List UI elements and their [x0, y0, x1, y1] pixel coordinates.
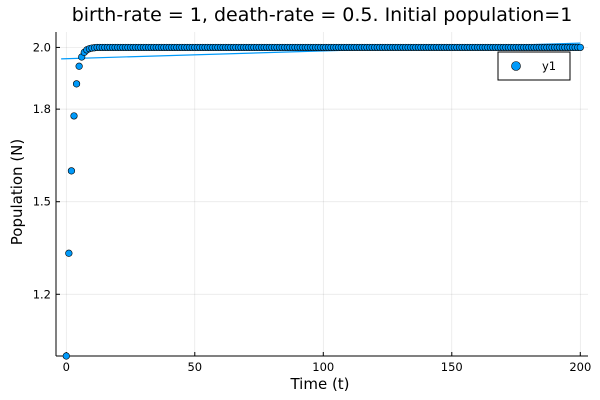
series-layer: [61, 42, 584, 360]
x-tick-label: 150: [441, 360, 463, 374]
x-axis-label: Time (t): [289, 375, 349, 393]
chart-title: birth-rate = 1, death-rate = 0.5. Initia…: [72, 4, 573, 26]
legend-box: [497, 51, 571, 81]
data-point: [70, 112, 78, 120]
legend-marker: [511, 61, 521, 71]
x-tick-label: 200: [569, 360, 591, 374]
x-tick-label: 100: [312, 360, 334, 374]
legend: y1: [497, 51, 571, 81]
axes: [55, 32, 588, 357]
y-axis-label: Population (N): [8, 139, 26, 246]
y-tick-label: 2.0: [33, 40, 51, 54]
data-point: [576, 43, 584, 52]
y-tick-label: 1.5: [33, 195, 51, 209]
x-tick-label: 0: [63, 360, 70, 374]
data-point: [65, 249, 73, 257]
data-point: [67, 167, 76, 175]
grid: [56, 32, 588, 356]
y-tick-label: 1.8: [33, 102, 51, 116]
data-point: [75, 62, 83, 70]
legend-label: y1: [542, 59, 556, 73]
x-tick-label: 50: [187, 360, 202, 374]
ticks: 0 50 100 150 200 1.2 1.5 1.8 2.0: [33, 40, 592, 374]
data-point: [72, 80, 81, 88]
y-tick-label: 1.2: [33, 287, 51, 301]
data-point: [62, 352, 70, 360]
